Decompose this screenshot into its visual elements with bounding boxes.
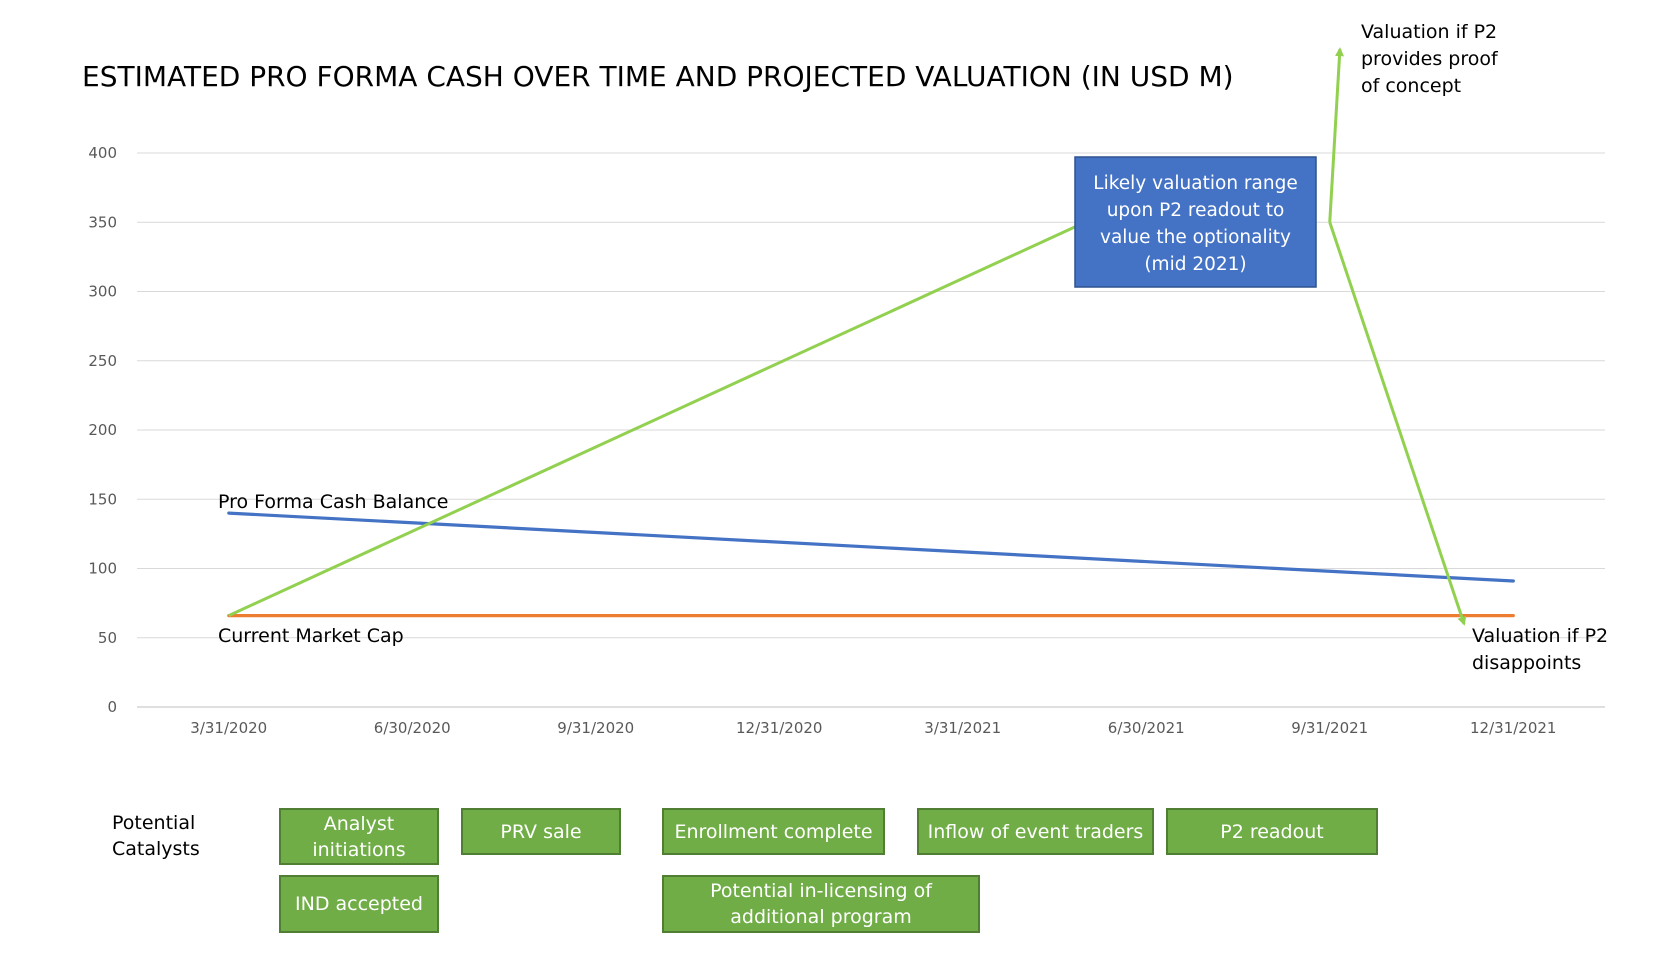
catalyst-text: Inflow of event traders [927, 820, 1144, 843]
x-tick-2: 6/30/2020 [374, 719, 451, 737]
x-tick-5: 3/31/2021 [924, 719, 1001, 737]
x-tick-3: 9/31/2020 [557, 719, 634, 737]
y-tick-200: 200 [88, 421, 117, 439]
range-box-line-2: upon P2 readout to [1107, 200, 1285, 221]
label-downside-line-2: disappoints [1472, 652, 1581, 674]
range-box-line-4: (mid 2021) [1144, 254, 1246, 275]
x-tick-1: 3/31/2020 [190, 719, 267, 737]
catalysts-label: Potential Catalysts [112, 810, 200, 862]
gridlines [137, 152, 1605, 708]
range-box-line-3: value the optionality [1100, 227, 1291, 248]
catalyst-inflow-of-event-traders: Inflow of event traders [917, 808, 1154, 855]
catalyst-ind-accepted: IND accepted [279, 875, 439, 933]
chart-title: ESTIMATED PRO FORMA CASH OVER TIME AND P… [82, 60, 1234, 93]
y-tick-50: 50 [98, 629, 117, 647]
valuation-arrow-downside [1328, 221, 1467, 626]
catalyst-text: Enrollment complete [674, 820, 873, 843]
y-tick-350: 350 [88, 213, 117, 231]
annotations: Pro Forma Cash Balance Current Market Cap… [218, 21, 1608, 674]
x-tick-6: 6/30/2021 [1108, 719, 1185, 737]
catalyst-text: P2 readout [1220, 820, 1324, 843]
x-tick-8: 12/31/2021 [1470, 719, 1556, 737]
y-tick-0: 0 [107, 698, 117, 716]
y-tick-400: 400 [88, 144, 117, 162]
label-upside-line-2: provides proof [1361, 48, 1499, 70]
catalyst-prv-sale: PRV sale [461, 808, 621, 855]
catalyst-text: IND accepted [295, 893, 423, 915]
catalyst-in-licensing: Potential in-licensing of additional pro… [662, 875, 980, 933]
label-current-market-cap: Current Market Cap [218, 625, 404, 647]
label-downside-line-1: Valuation if P2 [1472, 625, 1608, 647]
catalyst-text: Analyst initiations [312, 812, 406, 861]
x-axis-ticks: 3/31/2020 6/30/2020 9/31/2020 12/31/2020 3/3… [190, 719, 1556, 737]
label-upside-line-3: of concept [1361, 75, 1461, 97]
series-group [227, 47, 1515, 626]
y-tick-150: 150 [88, 490, 117, 508]
range-box-line-1: Likely valuation range [1093, 173, 1297, 194]
label-upside-line-1: Valuation if P2 [1361, 21, 1497, 43]
series-line-cash [227, 511, 1515, 583]
catalysts-label-line-2: Catalysts [112, 838, 200, 860]
y-tick-100: 100 [88, 560, 117, 578]
catalysts-label-line-1: Potential [112, 812, 196, 834]
catalyst-text: PRV sale [500, 820, 582, 843]
y-tick-250: 250 [88, 352, 117, 370]
catalyst-enrollment-complete: Enrollment complete [662, 808, 885, 855]
catalyst-analyst-initiations: Analyst initiations [279, 808, 439, 865]
label-pro-forma-cash: Pro Forma Cash Balance [218, 491, 448, 513]
y-axis-ticks: 0 50 100 150 200 250 300 350 400 [88, 144, 117, 716]
catalyst-text: Potential in-licensing of additional pro… [710, 880, 932, 928]
y-tick-300: 300 [88, 283, 117, 301]
x-tick-4: 12/31/2020 [736, 719, 822, 737]
x-tick-7: 9/31/2021 [1291, 719, 1368, 737]
valuation-range-box [1074, 156, 1317, 288]
valuation-arrow-upside [1328, 47, 1345, 223]
valuation-arrow-to-range [228, 220, 1087, 617]
catalyst-p2-readout: P2 readout [1166, 808, 1378, 855]
